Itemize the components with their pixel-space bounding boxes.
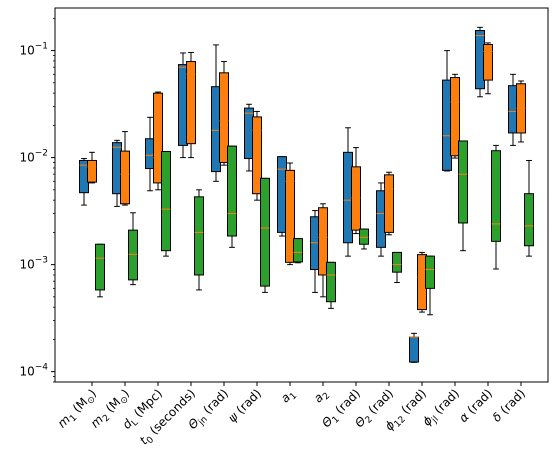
box-3-13	[491, 144, 501, 270]
box-body	[161, 151, 171, 252]
box-3-10	[392, 251, 402, 284]
box-2-9	[351, 147, 361, 235]
box-2-5	[219, 61, 229, 166]
box-3-2	[128, 212, 138, 286]
box-3-5	[227, 145, 237, 248]
box-body	[483, 43, 493, 81]
box-2-7	[285, 162, 295, 266]
box-body	[384, 174, 394, 233]
box-body	[351, 166, 361, 231]
box-2-8	[318, 203, 328, 298]
box-body	[128, 229, 138, 281]
box-body	[326, 261, 336, 303]
box-3-7	[293, 238, 303, 264]
box-body	[153, 92, 163, 184]
box-body	[458, 140, 468, 224]
x-category-label: α (rad)	[456, 386, 495, 425]
x-category-label: ϕjl (rad)	[420, 386, 465, 431]
box-3-12	[458, 140, 468, 252]
box-3-4	[194, 189, 204, 291]
box-2-6	[252, 110, 262, 201]
box-body	[260, 177, 270, 287]
box-3-1	[95, 243, 105, 298]
y-tick-label: 10−2	[19, 149, 48, 165]
box-body	[120, 150, 130, 205]
x-category-label: a2	[311, 386, 332, 407]
x-category-label: δ (rad)	[490, 386, 528, 424]
box-1-11	[409, 332, 419, 363]
box-3-14	[524, 159, 534, 257]
box-body	[524, 193, 534, 247]
x-category-label: a1	[278, 386, 299, 407]
y-tick-label: 10−1	[19, 42, 48, 58]
y-tick-label: 10−4	[19, 363, 48, 379]
box-2-13	[483, 42, 493, 95]
box-body	[227, 145, 237, 237]
box-body	[409, 336, 419, 363]
box-body	[186, 61, 196, 145]
box-body	[491, 150, 501, 242]
box-3-9	[359, 228, 369, 250]
box-body	[392, 251, 402, 273]
box-3-8	[326, 261, 336, 309]
box-2-14	[516, 80, 526, 143]
plot-area	[79, 26, 534, 363]
box-body	[450, 77, 460, 157]
box-body	[318, 207, 328, 276]
box-body	[194, 196, 204, 276]
box-body	[293, 238, 303, 263]
x-category-label: ψ (rad)	[225, 386, 264, 425]
box-body	[219, 72, 229, 163]
box-2-12	[450, 73, 460, 159]
box-body	[87, 159, 97, 183]
box-2-1	[87, 151, 97, 184]
box-2-10	[384, 171, 394, 236]
box-body	[425, 255, 435, 289]
box-3-11	[425, 255, 435, 316]
box-1-5	[211, 44, 221, 182]
box-body	[285, 169, 295, 263]
axes-frame	[54, 7, 549, 383]
box-2-4	[186, 51, 196, 159]
box-body	[359, 228, 369, 245]
box-body	[252, 116, 262, 195]
y-tick-label: 10−3	[19, 256, 48, 272]
box-3-6	[260, 177, 270, 293]
box-3-3	[161, 151, 171, 257]
box-2-2	[120, 131, 130, 206]
box-body	[95, 243, 105, 291]
